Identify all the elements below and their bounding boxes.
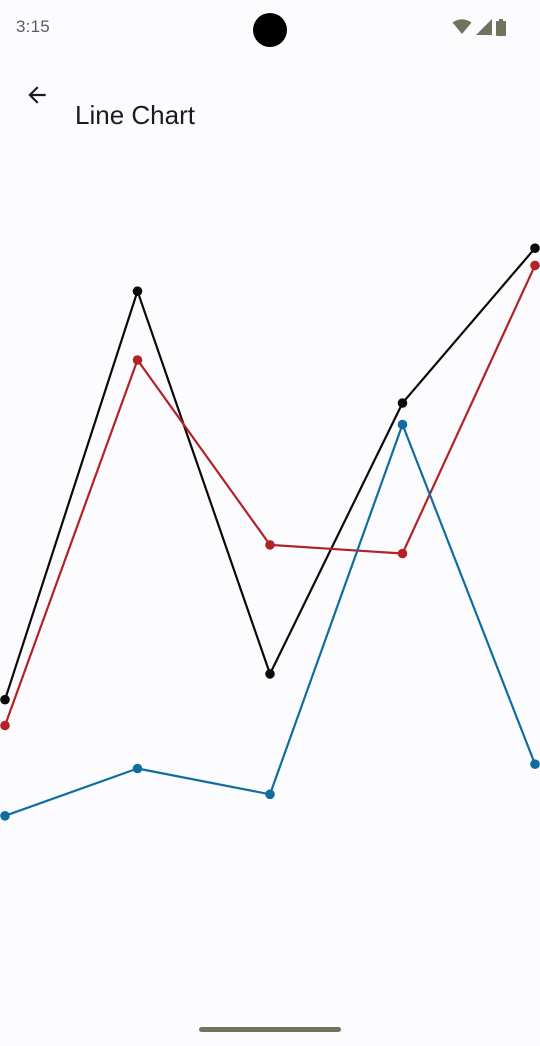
status-time: 3:15 bbox=[16, 17, 50, 36]
page-title: Line Chart bbox=[75, 100, 195, 131]
data-point-2-2 bbox=[265, 789, 275, 800]
arrow-left-icon bbox=[24, 82, 50, 113]
status-icons bbox=[452, 18, 506, 36]
back-button[interactable] bbox=[14, 74, 60, 120]
series-line-0 bbox=[3, 247, 536, 701]
data-point-1-0 bbox=[0, 720, 10, 731]
data-point-0-4 bbox=[530, 243, 540, 253]
cell-signal-icon bbox=[476, 19, 492, 35]
data-point-0-3 bbox=[397, 398, 408, 408]
camera-cutout bbox=[253, 13, 287, 47]
data-point-0-2 bbox=[265, 669, 275, 679]
wifi-icon bbox=[452, 19, 472, 35]
battery-icon bbox=[496, 18, 506, 36]
data-point-2-3 bbox=[397, 419, 408, 430]
gesture-nav-handle[interactable] bbox=[199, 1027, 341, 1032]
data-point-1-1 bbox=[132, 355, 143, 365]
data-point-0-0 bbox=[0, 694, 10, 705]
series-line-2 bbox=[4, 423, 537, 817]
app-bar: Line Chart bbox=[0, 64, 540, 132]
status-bar: 3:15 bbox=[0, 0, 540, 56]
data-point-2-4 bbox=[530, 759, 540, 769]
series-line-1 bbox=[3, 264, 536, 726]
data-point-1-2 bbox=[265, 540, 275, 550]
data-point-2-1 bbox=[132, 763, 143, 774]
data-point-0-1 bbox=[132, 286, 143, 297]
data-point-1-3 bbox=[397, 548, 408, 559]
chart-plot bbox=[0, 243, 540, 821]
data-point-2-0 bbox=[0, 811, 10, 821]
data-point-1-4 bbox=[530, 260, 540, 271]
